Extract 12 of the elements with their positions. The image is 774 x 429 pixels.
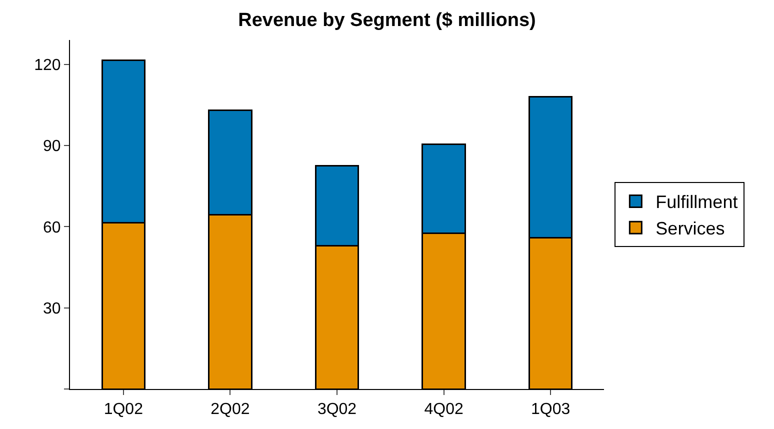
y-tick-label: 120 bbox=[34, 56, 61, 74]
x-tick-label: 4Q02 bbox=[424, 401, 464, 418]
x-tick-label: 3Q02 bbox=[317, 401, 357, 418]
chart-title: Revenue by Segment ($ millions) bbox=[238, 10, 536, 32]
legend-label: Services bbox=[656, 218, 725, 239]
x-tick-label: 2Q02 bbox=[210, 401, 250, 418]
x-tick-label: 1Q02 bbox=[104, 401, 144, 418]
y-tick-label: 30 bbox=[43, 300, 61, 318]
y-tick-label: 60 bbox=[43, 219, 61, 236]
legend-label: Fulfillment bbox=[656, 192, 738, 212]
y-tick-label: 90 bbox=[43, 138, 61, 156]
x-tick-label: 1Q03 bbox=[531, 401, 570, 418]
